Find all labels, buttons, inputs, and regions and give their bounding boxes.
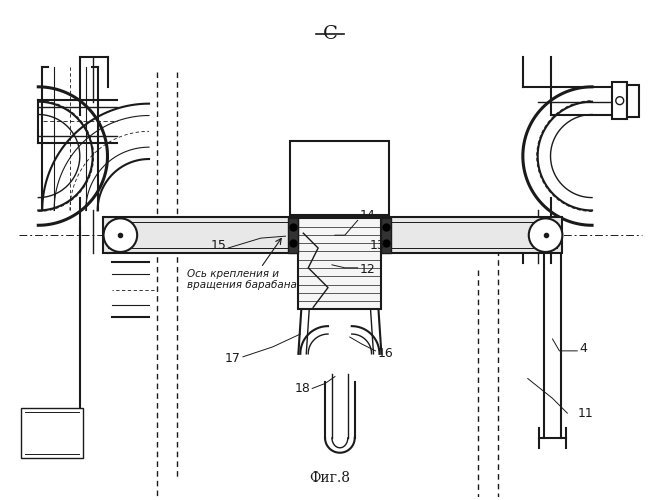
Bar xyxy=(298,218,381,310)
Circle shape xyxy=(616,96,624,104)
Text: 17: 17 xyxy=(225,352,241,366)
Text: 11: 11 xyxy=(578,406,593,420)
Text: 18: 18 xyxy=(294,382,310,395)
Circle shape xyxy=(529,218,562,252)
Text: Ось крепления и
вращения барабана.: Ось крепления и вращения барабана. xyxy=(187,269,300,290)
Bar xyxy=(288,218,298,253)
Text: 13: 13 xyxy=(370,238,385,252)
Bar xyxy=(290,141,389,216)
Text: 4: 4 xyxy=(579,342,587,355)
Text: 16: 16 xyxy=(378,348,393,360)
Text: C: C xyxy=(323,24,337,42)
Text: Фиг.8: Фиг.8 xyxy=(310,472,350,486)
Text: 14: 14 xyxy=(360,209,376,222)
Text: 15: 15 xyxy=(211,238,226,252)
Bar xyxy=(626,85,638,116)
Text: 12: 12 xyxy=(360,264,376,276)
Bar xyxy=(22,408,82,458)
Bar xyxy=(381,218,391,253)
Circle shape xyxy=(104,218,137,252)
Bar xyxy=(102,218,562,253)
Bar xyxy=(612,82,626,120)
